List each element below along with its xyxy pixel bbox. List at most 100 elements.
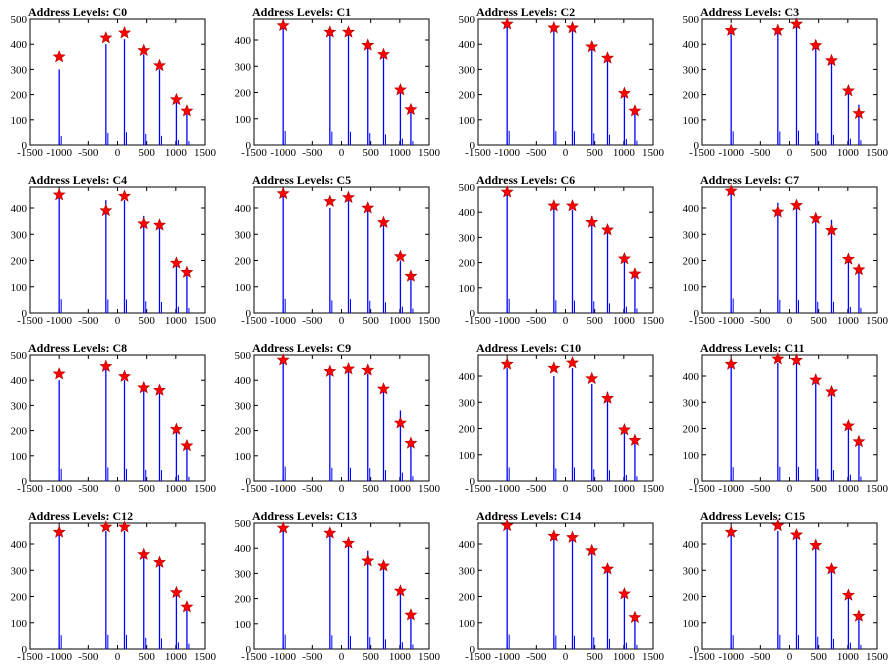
x-tick-label: 500: [586, 147, 603, 159]
y-tick-label: 0: [22, 476, 28, 488]
peak-marker: [852, 609, 866, 622]
peak-marker: [137, 43, 151, 57]
x-tick-label: 1000: [389, 315, 412, 327]
peak-marker: [852, 106, 866, 120]
peak-marker: [169, 256, 183, 269]
peak-marker: [99, 31, 113, 44]
y-tick-label: 400: [683, 39, 700, 51]
peak-marker: [809, 538, 823, 551]
peak-marker: [118, 26, 131, 39]
y-tick-label: 0: [246, 476, 252, 488]
x-tick-label: -1500: [241, 315, 267, 327]
chart-panel: Address Levels: C5 0 100 200 300 400 -1500 -100…: [235, 173, 441, 327]
peak-marker: [393, 416, 407, 429]
peak-marker: [617, 422, 631, 436]
panel-title: Address Levels: C1: [252, 5, 351, 19]
x-tick-label: -1500: [241, 651, 267, 663]
peak-marker: [404, 102, 418, 116]
x-tick-label: -1500: [241, 147, 267, 159]
y-tick-label: 200: [11, 592, 28, 604]
y-tick-label: 400: [235, 35, 252, 47]
x-tick-label: -500: [750, 483, 771, 495]
peak-marker: [99, 520, 113, 533]
x-tick-label: 500: [810, 483, 827, 495]
x-tick-label: 1500: [194, 483, 217, 495]
x-tick-label: 1500: [642, 147, 665, 159]
peak-marker: [377, 47, 390, 60]
peak-marker: [52, 188, 66, 201]
panel-title: Address Levels: C8: [28, 341, 127, 355]
panel-title: Address Levels: C5: [252, 173, 351, 187]
peak-marker: [809, 373, 823, 386]
x-tick-label: -1000: [270, 483, 296, 495]
x-tick-label: 0: [339, 483, 345, 495]
x-tick-label: 0: [115, 483, 121, 495]
x-tick-label: -1500: [689, 147, 715, 159]
peak-marker: [323, 526, 337, 539]
peak-marker: [601, 562, 614, 575]
y-tick-label: 200: [459, 90, 476, 102]
y-tick-label: 400: [683, 203, 700, 215]
x-tick-label: 1500: [418, 147, 441, 159]
peak-marker: [617, 251, 631, 265]
y-tick-label: 200: [459, 592, 476, 604]
peak-marker: [724, 357, 738, 370]
peak-marker: [137, 216, 151, 230]
x-tick-label: 1500: [642, 651, 665, 663]
peak-marker: [377, 559, 390, 572]
panel-title: Address Levels: C2: [476, 5, 575, 19]
y-tick-label: 100: [459, 283, 476, 295]
y-tick-label: 0: [246, 308, 252, 320]
x-tick-label: 500: [138, 483, 155, 495]
x-tick-label: -500: [302, 315, 323, 327]
y-tick-label: 100: [459, 450, 476, 462]
x-tick-label: -500: [302, 147, 323, 159]
y-tick-label: 0: [470, 140, 476, 152]
y-tick-label: 300: [683, 565, 700, 577]
y-tick-label: 100: [459, 115, 476, 127]
peak-marker: [276, 521, 290, 534]
x-tick-label: 1000: [837, 483, 860, 495]
y-tick-label: 0: [694, 308, 700, 320]
peak-marker: [566, 356, 579, 369]
peak-marker: [601, 51, 614, 64]
panel-title: Address Levels: C10: [476, 341, 581, 355]
x-tick-label: 1000: [837, 315, 860, 327]
x-tick-label: 0: [339, 315, 345, 327]
peak-marker: [585, 371, 599, 385]
y-tick-label: 400: [459, 39, 476, 51]
x-tick-label: 500: [810, 147, 827, 159]
y-tick-label: 200: [683, 256, 700, 268]
peak-marker: [99, 359, 113, 372]
peak-marker: [153, 555, 166, 568]
y-tick-label: 200: [11, 256, 28, 268]
x-tick-label: -1500: [241, 483, 267, 495]
x-tick-label: -1500: [465, 651, 491, 663]
x-tick-label: -1000: [494, 147, 520, 159]
y-tick-label: 200: [459, 424, 476, 436]
peak-marker: [628, 610, 642, 624]
chart-panel: Address Levels: C7 0 100 200 300 400 -1500 -100…: [683, 173, 889, 327]
y-tick-label: 400: [235, 375, 252, 387]
x-tick-label: 1000: [165, 147, 188, 159]
peak-marker: [169, 422, 183, 435]
x-tick-label: 1000: [165, 315, 188, 327]
x-tick-label: 1000: [613, 315, 636, 327]
plot-frame: [29, 18, 206, 146]
y-tick-label: 300: [459, 565, 476, 577]
peak-marker: [852, 434, 866, 448]
y-tick-label: 0: [22, 140, 28, 152]
peak-marker: [361, 201, 375, 214]
panel-title: Address Levels: C11: [700, 341, 804, 355]
x-tick-label: 0: [115, 147, 121, 159]
x-tick-label: 1000: [165, 483, 188, 495]
peak-marker: [852, 262, 866, 276]
x-tick-label: -1500: [465, 315, 491, 327]
x-tick-label: -1000: [718, 651, 744, 663]
x-tick-label: -1000: [494, 483, 520, 495]
x-tick-label: -500: [526, 651, 547, 663]
peak-marker: [169, 92, 183, 106]
y-tick-label: 400: [11, 39, 28, 51]
x-tick-label: -1500: [17, 483, 43, 495]
y-tick-label: 100: [11, 451, 28, 463]
